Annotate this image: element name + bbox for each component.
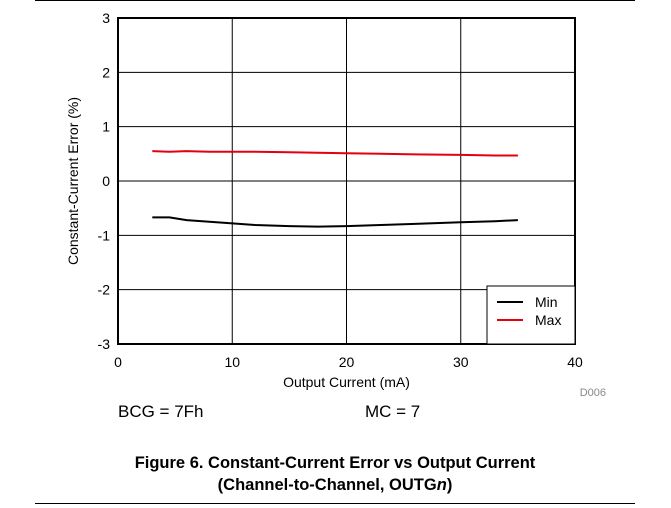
x-tick-label: 40: [567, 354, 583, 370]
y-tick-label: -3: [98, 336, 111, 352]
y-tick-label: 0: [102, 173, 110, 189]
x-axis-title: Output Current (mA): [283, 374, 410, 390]
chart: 0 10 20 30 40 -3 -2 -1 0 1 2 3 Min Max Output Curren…: [65, 10, 606, 399]
figure-caption: Figure 6. Constant-Current Error vs Outp…: [35, 452, 635, 496]
y-axis-title: Constant-Current Error (%): [65, 97, 81, 265]
y-tick-label: 1: [102, 119, 110, 135]
series-line-max: [152, 150, 518, 157]
series-lines: [152, 150, 518, 228]
plot-area: [117, 17, 576, 345]
legend-box: [486, 285, 576, 345]
y-tick-label: -2: [98, 282, 111, 298]
y-tick-label: 3: [102, 10, 110, 26]
y-tick-label: -1: [98, 227, 111, 243]
legend-label-min: Min: [535, 294, 558, 310]
caption-line-2-italic: n: [436, 476, 447, 494]
caption-line-2: (Channel-to-Channel, OUTGn): [35, 474, 635, 496]
x-tick-label: 10: [224, 354, 240, 370]
mc-condition: MC = 7: [365, 402, 421, 421]
series-line-min: [152, 216, 518, 228]
caption-line-2-prefix: (Channel-to-Channel, OUTG: [217, 476, 437, 494]
x-tick-label: 0: [114, 354, 122, 370]
x-tick-label: 20: [339, 354, 355, 370]
chart-id-label: D006: [580, 387, 606, 399]
figure-frame: [35, 0, 635, 504]
bcg-condition: BCG = 7Fh: [118, 402, 204, 421]
x-tick-label: 30: [453, 354, 469, 370]
y-tick-label: 2: [102, 64, 110, 80]
legend: Min Max: [486, 285, 576, 345]
legend-label-max: Max: [535, 312, 561, 328]
tick-labels: 0 10 20 30 40 -3 -2 -1 0 1 2 3: [98, 10, 583, 370]
caption-line-1: Figure 6. Constant-Current Error vs Outp…: [134, 454, 536, 472]
caption-line-2-suffix: ): [446, 476, 453, 494]
